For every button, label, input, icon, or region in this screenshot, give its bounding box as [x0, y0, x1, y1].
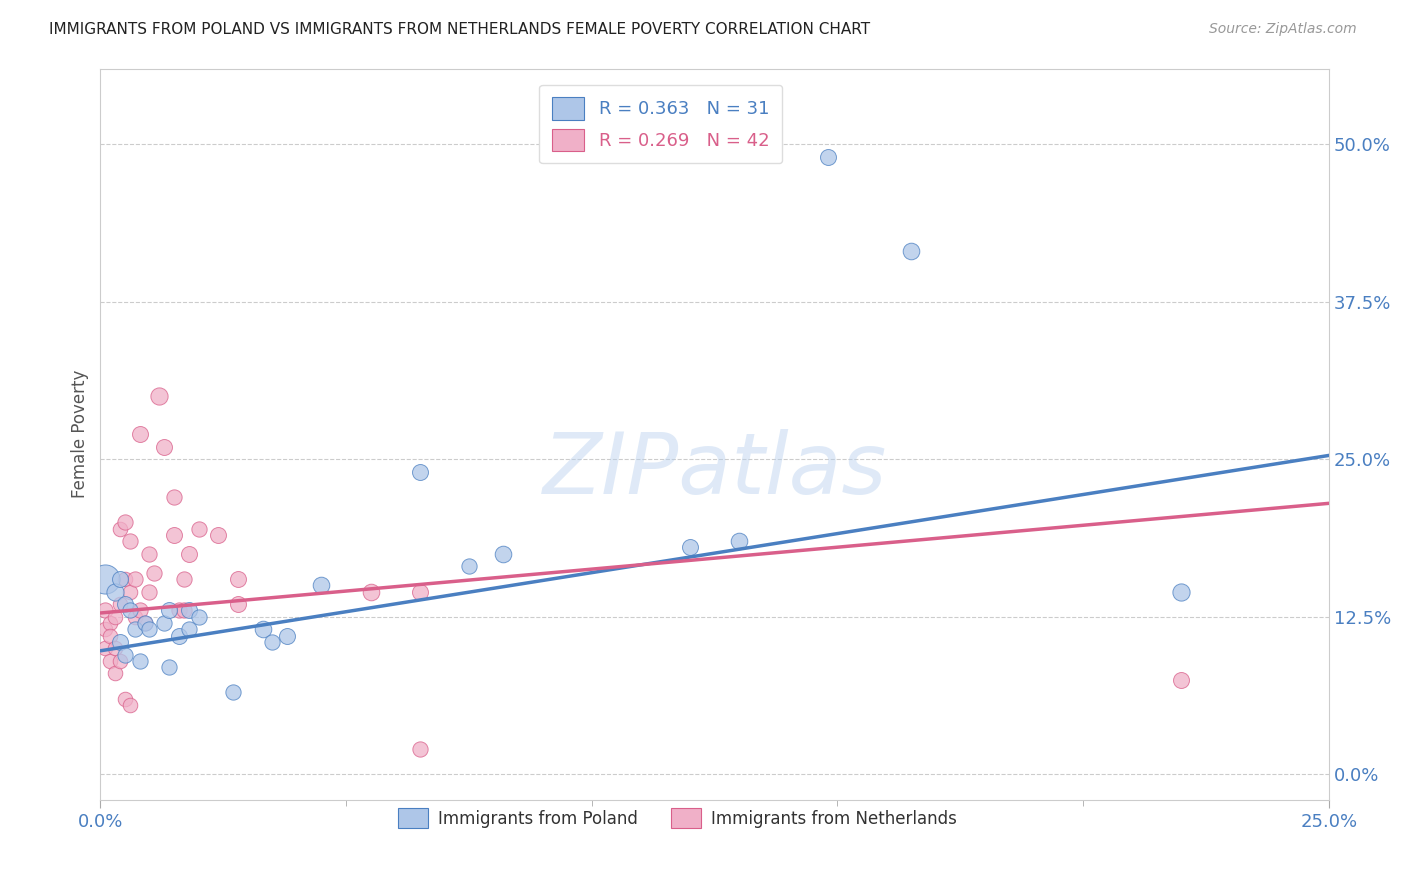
- Point: [128, 427, 150, 442]
- Point: [148, 389, 170, 403]
- Point: [900, 244, 922, 259]
- Point: [98, 654, 121, 668]
- Point: [104, 666, 127, 681]
- Point: [222, 685, 245, 699]
- Point: [679, 541, 702, 555]
- Point: [409, 742, 432, 756]
- Point: [207, 528, 229, 542]
- Point: [817, 150, 839, 164]
- Point: [138, 584, 160, 599]
- Point: [114, 515, 136, 529]
- Point: [187, 609, 209, 624]
- Point: [124, 623, 146, 637]
- Point: [143, 566, 166, 580]
- Point: [173, 572, 195, 586]
- Point: [114, 648, 136, 662]
- Point: [177, 603, 200, 617]
- Point: [177, 623, 200, 637]
- Point: [134, 616, 156, 631]
- Point: [108, 654, 131, 668]
- Point: [114, 691, 136, 706]
- Point: [252, 623, 274, 637]
- Point: [94, 623, 117, 637]
- Legend: Immigrants from Poland, Immigrants from Netherlands: Immigrants from Poland, Immigrants from …: [391, 801, 965, 835]
- Point: [167, 629, 190, 643]
- Point: [94, 641, 117, 656]
- Point: [108, 522, 131, 536]
- Point: [187, 522, 209, 536]
- Point: [108, 635, 131, 649]
- Point: [311, 578, 333, 592]
- Point: [108, 597, 131, 611]
- Point: [104, 584, 127, 599]
- Text: Source: ZipAtlas.com: Source: ZipAtlas.com: [1209, 22, 1357, 37]
- Point: [1170, 584, 1192, 599]
- Point: [114, 572, 136, 586]
- Point: [262, 635, 284, 649]
- Point: [118, 603, 141, 617]
- Point: [409, 584, 432, 599]
- Point: [138, 623, 160, 637]
- Point: [157, 603, 180, 617]
- Point: [118, 584, 141, 599]
- Point: [138, 547, 160, 561]
- Point: [98, 629, 121, 643]
- Point: [104, 641, 127, 656]
- Point: [163, 528, 186, 542]
- Point: [94, 572, 117, 586]
- Y-axis label: Female Poverty: Female Poverty: [72, 370, 89, 499]
- Point: [153, 440, 176, 454]
- Point: [118, 534, 141, 549]
- Text: ZIPatlas: ZIPatlas: [543, 429, 887, 512]
- Point: [226, 572, 249, 586]
- Point: [1170, 673, 1192, 687]
- Text: IMMIGRANTS FROM POLAND VS IMMIGRANTS FROM NETHERLANDS FEMALE POVERTY CORRELATION: IMMIGRANTS FROM POLAND VS IMMIGRANTS FRO…: [49, 22, 870, 37]
- Point: [167, 603, 190, 617]
- Point: [226, 597, 249, 611]
- Point: [128, 654, 150, 668]
- Point: [177, 547, 200, 561]
- Point: [153, 616, 176, 631]
- Point: [114, 597, 136, 611]
- Point: [728, 534, 751, 549]
- Point: [492, 547, 515, 561]
- Point: [157, 660, 180, 674]
- Point: [173, 603, 195, 617]
- Point: [128, 603, 150, 617]
- Point: [98, 616, 121, 631]
- Point: [108, 572, 131, 586]
- Point: [104, 609, 127, 624]
- Point: [124, 572, 146, 586]
- Point: [457, 559, 479, 574]
- Point: [409, 465, 432, 479]
- Point: [276, 629, 298, 643]
- Point: [134, 616, 156, 631]
- Point: [124, 609, 146, 624]
- Point: [94, 603, 117, 617]
- Point: [118, 698, 141, 712]
- Point: [360, 584, 382, 599]
- Point: [163, 490, 186, 504]
